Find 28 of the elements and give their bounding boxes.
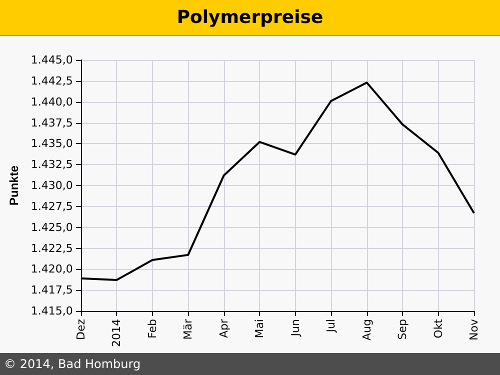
y-tick-label: 1.440,0	[30, 95, 73, 108]
text: © 2014, Bad Homburg	[0, 353, 500, 375]
x-tick-label: Jun	[288, 318, 302, 338]
y-tick-label: 1.420,0	[30, 262, 73, 276]
x-tick-label: Mär	[182, 318, 195, 340]
y-tick-label: 1.442,5	[30, 74, 73, 88]
y-tick-label: 1.422,5	[30, 242, 73, 255]
x-tick-label: Dez	[74, 318, 88, 340]
chart-title: Polymerpreise	[0, 0, 500, 36]
x-tick-label: Mai	[253, 319, 266, 338]
y-tick-label: 1.432,5	[30, 158, 73, 172]
x-tick-label: Okt	[432, 318, 445, 338]
x-tick-label: Apr	[217, 318, 230, 338]
y-tick-label: 1.417,5	[30, 284, 73, 297]
y-tick-label: 1.435,0	[30, 137, 73, 150]
x-tick-label: 2014	[110, 319, 124, 347]
x-tick-label: Sep	[396, 318, 410, 340]
y-axis-title: Punkte	[7, 165, 21, 206]
y-tick-label: 1.445,0	[30, 54, 73, 66]
y-tick-label: 1.415,0	[30, 304, 73, 318]
y-tick-label: 1.425,0	[30, 220, 73, 234]
x-tick-label: Feb	[146, 318, 159, 338]
y-tick-label: 1.430,0	[30, 179, 73, 192]
x-tick-label: Jul	[324, 319, 338, 334]
x-tick-label: Nov	[468, 318, 480, 340]
y-tick-label: 1.437,5	[30, 116, 73, 130]
y-tick-label: 1.427,5	[30, 200, 73, 213]
x-tick-label: Aug	[360, 319, 374, 340]
